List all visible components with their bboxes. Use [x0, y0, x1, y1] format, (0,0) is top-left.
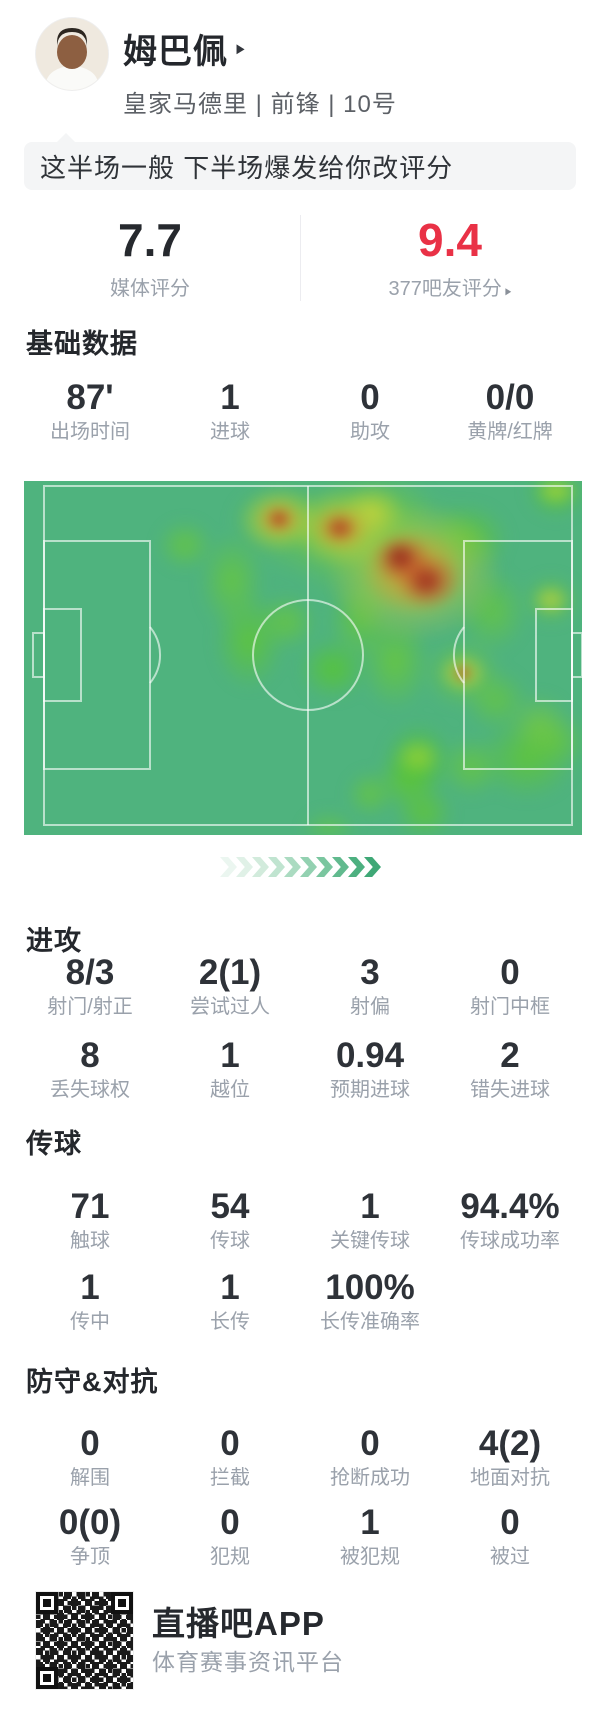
chevron-icon — [284, 857, 301, 877]
basic-stats-row: 87' 出场时间 1 进球 0 助攻 0/0 黄牌/红牌 — [0, 380, 600, 444]
chevron-icon — [364, 857, 381, 877]
player-avatar[interactable] — [36, 18, 108, 90]
pitch-markings — [32, 485, 582, 826]
stat-fouled: 1 被犯规 — [340, 1503, 400, 1569]
chevron-icon — [252, 857, 269, 877]
stat-long-ball-accuracy: 100% 长传准确率 — [320, 1268, 420, 1334]
stat-dribbles: 2(1) 尝试过人 — [190, 953, 270, 1019]
stat-big-chances-missed: 2 错失进球 — [470, 1036, 550, 1102]
chevron-icon — [300, 857, 317, 877]
chevron-icon — [316, 857, 333, 877]
attack-stats-row-2: 8 丢失球权 1 越位 0.94 预期进球 2 错失进球 — [0, 1038, 600, 1102]
app-tagline: 体育赛事资讯平台 — [152, 1649, 344, 1675]
chevron-icon — [332, 857, 349, 877]
player-name-row[interactable]: 姆巴佩 ▸ — [123, 26, 245, 71]
media-rating: 7.7 媒体评分 — [0, 213, 300, 301]
stat-offsides: 1 越位 — [210, 1036, 250, 1102]
stat-touches: 71 触球 — [70, 1187, 110, 1253]
defense-stats-row-2: 0(0) 争顶 0 犯规 1 被犯规 0 被过 — [0, 1505, 600, 1569]
chevron-divider — [0, 857, 600, 877]
defense-stats-row-1: 0 解围 0 拦截 0 抢断成功 4(2) 地面对抗 — [0, 1426, 600, 1490]
stat-assists: 0 助攻 — [350, 378, 390, 444]
passing-stats-row-1: 71 触球 54 传球 1 关键传球 94.4% 传球成功率 — [0, 1189, 600, 1253]
stat-tackles-won: 0 抢断成功 — [330, 1424, 410, 1490]
stat-cards: 0/0 黄牌/红牌 — [467, 378, 553, 444]
app-name: 直播吧APP — [152, 1605, 325, 1642]
attack-stats-row-1: 8/3 射门/射正 2(1) 尝试过人 3 射偏 0 射门中框 — [0, 955, 600, 1019]
chevron-icon — [236, 857, 253, 877]
stat-crosses: 1 传中 — [70, 1268, 110, 1334]
stat-possession-lost: 8 丢失球权 — [50, 1036, 130, 1102]
fans-rating-label: 377吧友评分 ▸ — [300, 277, 600, 303]
qr-finder-icon — [36, 1592, 58, 1614]
stat-pass-accuracy: 94.4% 传球成功率 — [460, 1187, 560, 1253]
stat-goals: 1 进球 — [210, 378, 250, 444]
player-meta: 皇家马德里 | 前锋 | 10号 — [123, 91, 397, 118]
qr-finder-icon — [36, 1667, 58, 1689]
avatar-portrait — [36, 18, 108, 90]
heatmap-pitch — [24, 481, 582, 835]
fans-rating-value: 9.4 — [418, 214, 482, 266]
player-name: 姆巴佩 — [123, 32, 228, 71]
stat-empty — [440, 1270, 580, 1334]
rating-comment-text: 这半场一般 下半场爆发给你改评分 — [40, 152, 454, 183]
passing-stats-row-2: 1 传中 1 长传 100% 长传准确率 — [0, 1270, 600, 1334]
stat-xg: 0.94 预期进球 — [330, 1036, 410, 1102]
qr-finder-icon — [111, 1592, 133, 1614]
stat-ground-duels: 4(2) 地面对抗 — [470, 1424, 550, 1490]
fans-rating[interactable]: 9.4 377吧友评分 ▸ — [300, 213, 600, 303]
section-title-passing: 传球 — [26, 1129, 82, 1159]
rating-comment-bubble: 这半场一般 下半场爆发给你改评分 — [24, 133, 576, 190]
stat-minutes: 87' 出场时间 — [50, 378, 130, 444]
fans-rating-caret-icon: ▸ — [505, 282, 512, 299]
section-title-attack: 进攻 — [26, 926, 82, 956]
stat-long-balls: 1 长传 — [210, 1268, 250, 1334]
chevron-icon — [220, 857, 237, 877]
stat-fouls: 0 犯规 — [210, 1503, 250, 1569]
stat-aerial-duels: 0(0) 争顶 — [58, 1503, 122, 1569]
stat-clearances: 0 解围 — [70, 1424, 110, 1490]
media-rating-value: 7.7 — [118, 214, 182, 266]
stat-interceptions: 0 拦截 — [210, 1424, 250, 1490]
stat-woodwork: 0 射门中框 — [470, 953, 550, 1019]
section-title-basic: 基础数据 — [26, 329, 138, 359]
media-rating-label: 媒体评分 — [110, 278, 190, 300]
stat-shots: 8/3 射门/射正 — [47, 953, 133, 1019]
section-title-defense: 防守&对抗 — [26, 1367, 159, 1397]
chevron-icon — [348, 857, 365, 877]
qr-code — [35, 1591, 134, 1690]
name-dropdown-icon: ▸ — [236, 36, 245, 59]
chevron-icon — [268, 857, 285, 877]
stat-shots-off: 3 射偏 — [350, 953, 390, 1019]
stat-dribbled-past: 0 被过 — [490, 1503, 530, 1569]
stat-passes: 54 传球 — [210, 1187, 250, 1253]
ratings-divider — [300, 215, 301, 301]
stat-key-passes: 1 关键传球 — [330, 1187, 410, 1253]
